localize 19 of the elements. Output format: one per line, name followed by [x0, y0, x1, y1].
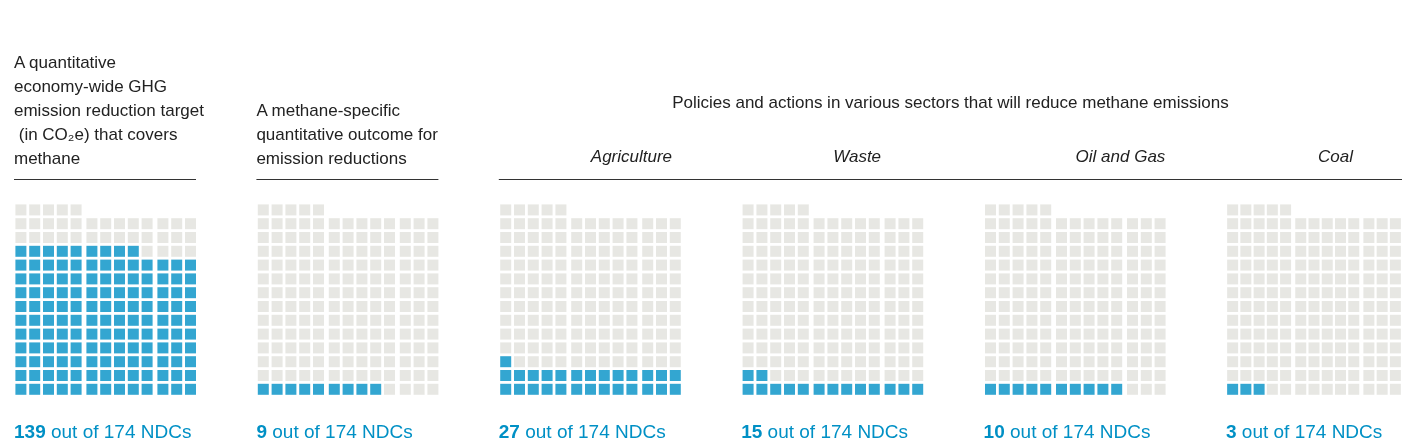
data-label: 10 [983, 421, 1005, 442]
category-label: Agriculture [589, 147, 673, 166]
data-label: out of 174 NDCs [1010, 421, 1151, 442]
category-label: Waste [833, 147, 882, 166]
category-label: Coal [1318, 147, 1355, 166]
data-label: out of 174 NDCs [525, 421, 666, 442]
data-label: out of 174 NDCs [1241, 421, 1383, 442]
data-label: 27 [498, 421, 520, 442]
data-label: 9 [256, 421, 267, 442]
category-label: Oil and Gas [1075, 147, 1166, 166]
data-label: out of 174 NDCs [767, 421, 909, 442]
data-label: 3 [1226, 421, 1237, 442]
category-label: A quantitative economy-wide GHG emission reduction target (in CO₂e) that covers methane [14, 52, 205, 168]
data-label: 139 [14, 421, 46, 442]
data-label: 15 [741, 421, 763, 442]
data-label: out of 174 NDCs [272, 421, 413, 442]
data-label: out of 174 NDCs [50, 421, 192, 442]
category-label: A methane-specific quantitative outcome for emission reductions [256, 100, 443, 168]
text: Policies and actions in various sectors that will reduce methane emissions [672, 93, 1229, 112]
